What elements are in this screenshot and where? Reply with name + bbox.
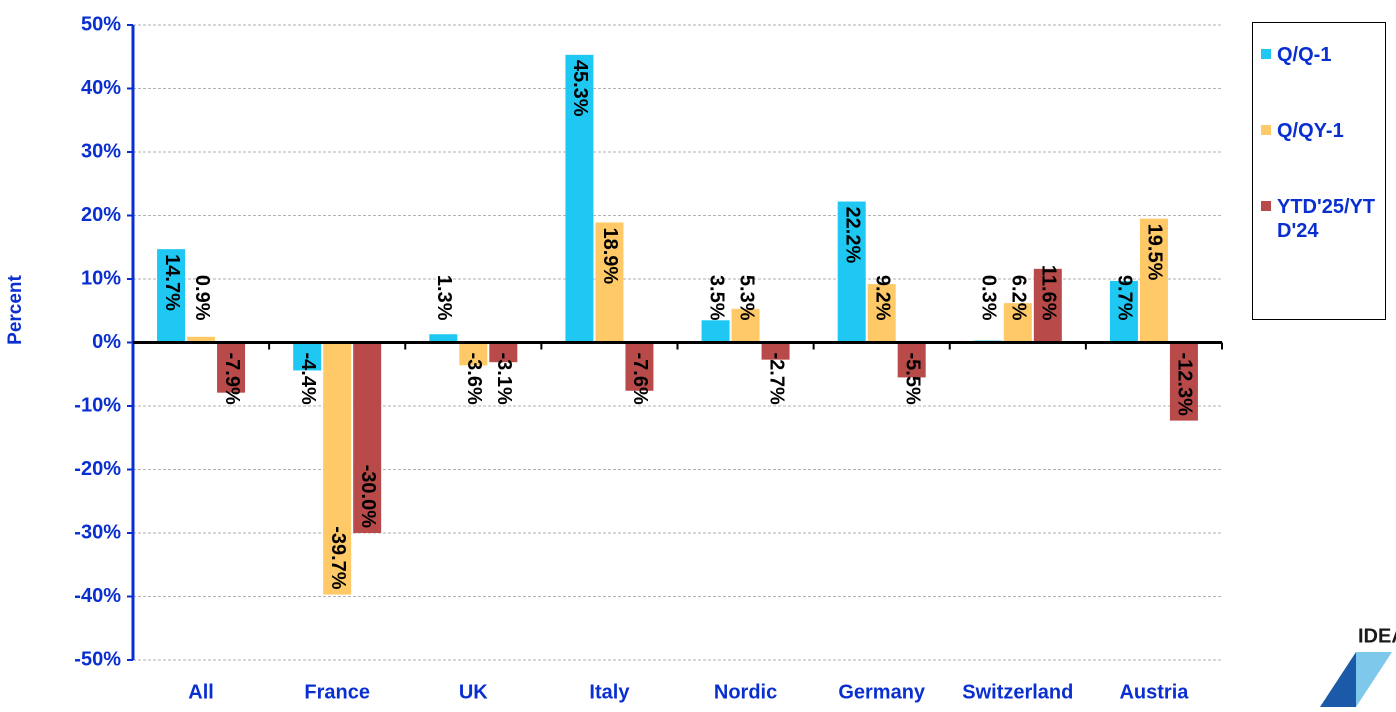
- y-tick-label: 30%: [81, 140, 121, 162]
- value-label: -2.7%: [765, 353, 787, 405]
- value-label: -30.0%: [357, 465, 379, 529]
- logo-shape: [1320, 652, 1356, 707]
- bar: [353, 342, 382, 533]
- bar: [1033, 268, 1062, 343]
- legend-item: Q/Q-1: [1261, 43, 1379, 67]
- legend-label: Q/Q-1: [1277, 44, 1332, 66]
- value-label: 19.5%: [1144, 224, 1166, 281]
- x-tick-label: Germany: [838, 681, 926, 703]
- bar: [217, 342, 246, 393]
- legend-item: YTD'25/YTD'24: [1261, 195, 1379, 243]
- value-label: 22.2%: [841, 207, 863, 264]
- x-tick-label: France: [304, 681, 370, 703]
- value-label: -3.1%: [493, 353, 515, 405]
- legend-item: Q/QY-1: [1261, 119, 1379, 143]
- bar: [459, 342, 488, 366]
- value-label: 0.9%: [191, 275, 213, 321]
- value-label: 0.3%: [978, 275, 1000, 321]
- bar: [837, 201, 866, 343]
- value-label: 18.9%: [599, 227, 621, 284]
- x-tick-label: Austria: [1119, 681, 1189, 703]
- logo-text: IDEA: [1358, 625, 1396, 647]
- value-label: -12.3%: [1174, 353, 1196, 417]
- x-tick-label: UK: [459, 681, 488, 703]
- y-tick-label: 40%: [81, 77, 121, 99]
- y-tick-label: -40%: [74, 585, 121, 607]
- bar: [1139, 218, 1168, 343]
- value-label: 45.3%: [569, 60, 591, 117]
- y-axis-label: Percent: [5, 274, 26, 344]
- value-label: 9.2%: [871, 275, 893, 321]
- bar: [1109, 280, 1138, 343]
- bar: [1169, 342, 1198, 421]
- value-label: -4.4%: [297, 353, 319, 405]
- bar: [489, 342, 518, 363]
- value-label: -39.7%: [327, 526, 349, 590]
- bar: [1003, 303, 1032, 343]
- legend: Q/Q-1 Q/QY-1 YTD'25/YTD'24: [1252, 22, 1386, 320]
- bar: [293, 342, 322, 371]
- y-tick-label: 10%: [81, 267, 121, 289]
- legend-label: YTD'25/YTD'24: [1277, 196, 1376, 242]
- bar: [323, 342, 352, 595]
- bar: [897, 342, 926, 378]
- bar: [867, 284, 896, 343]
- bar: [761, 342, 790, 360]
- x-tick-label: Italy: [589, 681, 630, 703]
- x-tick-label: Switzerland: [962, 681, 1073, 703]
- legend-swatch: [1261, 49, 1271, 59]
- bar: [595, 222, 624, 343]
- logo-shape: [1356, 652, 1392, 707]
- value-label: 14.7%: [161, 254, 183, 311]
- value-label: -3.6%: [463, 353, 485, 405]
- value-label: -7.6%: [629, 353, 651, 405]
- bar: [187, 336, 216, 343]
- y-tick-label: 0%: [92, 331, 121, 353]
- bar: [625, 342, 654, 391]
- y-tick-label: -20%: [74, 458, 121, 480]
- value-label: -7.9%: [221, 353, 243, 405]
- legend-label: Q/QY-1: [1277, 120, 1344, 142]
- y-tick-label: -10%: [74, 394, 121, 416]
- bar: [731, 308, 760, 343]
- value-label: 11.6%: [1038, 265, 1060, 321]
- value-label: 1.3%: [433, 275, 455, 321]
- legend-swatch: [1261, 201, 1271, 211]
- y-tick-label: 20%: [81, 204, 121, 226]
- y-tick-label: -50%: [74, 648, 121, 670]
- value-label: 9.7%: [1114, 275, 1136, 321]
- x-tick-label: All: [188, 681, 214, 703]
- bar: [565, 54, 594, 343]
- bar: [701, 320, 730, 343]
- value-label: 6.2%: [1008, 275, 1030, 321]
- value-label: -5.5%: [901, 353, 923, 405]
- value-label: 5.3%: [735, 275, 757, 321]
- value-label: 3.5%: [705, 275, 727, 321]
- y-tick-label: -30%: [74, 521, 121, 543]
- bar: [429, 334, 458, 343]
- bar: [157, 249, 186, 343]
- x-tick-label: Nordic: [714, 681, 777, 703]
- legend-swatch: [1261, 125, 1271, 135]
- y-tick-label: 50%: [81, 13, 121, 35]
- logo: IDEA: [1320, 625, 1396, 707]
